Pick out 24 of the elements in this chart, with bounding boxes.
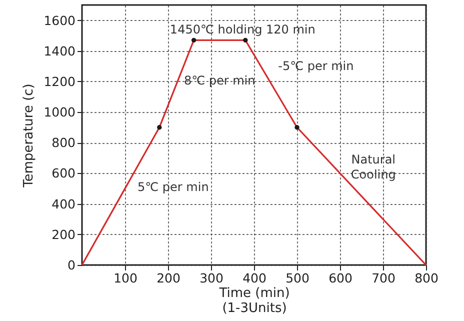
x-tick-label: 800 [414, 270, 438, 286]
annotation: 5℃ per min [138, 180, 209, 194]
y-tick-label: 1000 [44, 104, 76, 120]
annotation: 1450℃ holding 120 min [170, 22, 316, 37]
y-tick-label: 400 [52, 196, 76, 212]
x-tick-label: 600 [328, 270, 352, 286]
y-tick-label: 0 [68, 258, 76, 272]
x-tick-label: 500 [286, 270, 310, 286]
annotation: 8℃ per min [184, 73, 256, 88]
x-axis-title: Time (min) (1-3Units) [218, 286, 290, 316]
y-tick-label: 1600 [44, 12, 76, 28]
x-tick-label: 700 [372, 270, 396, 286]
y-tick-label: 800 [52, 135, 76, 150]
y-tick-label: 1400 [44, 43, 76, 58]
annotation: -5℃ per min [278, 59, 354, 74]
y-axis-title: Temperature (c) [22, 84, 37, 188]
x-tick-label: 200 [156, 270, 180, 286]
annotation: Natural Cooling [350, 152, 396, 182]
x-tick-label: 400 [242, 270, 266, 286]
x-tick-label: 100 [114, 270, 138, 286]
y-tick-label: 1200 [44, 74, 76, 89]
y-tick-label: 200 [52, 226, 76, 242]
x-tick-label: 300 [200, 270, 224, 286]
y-tick-label: 600 [52, 166, 76, 181]
